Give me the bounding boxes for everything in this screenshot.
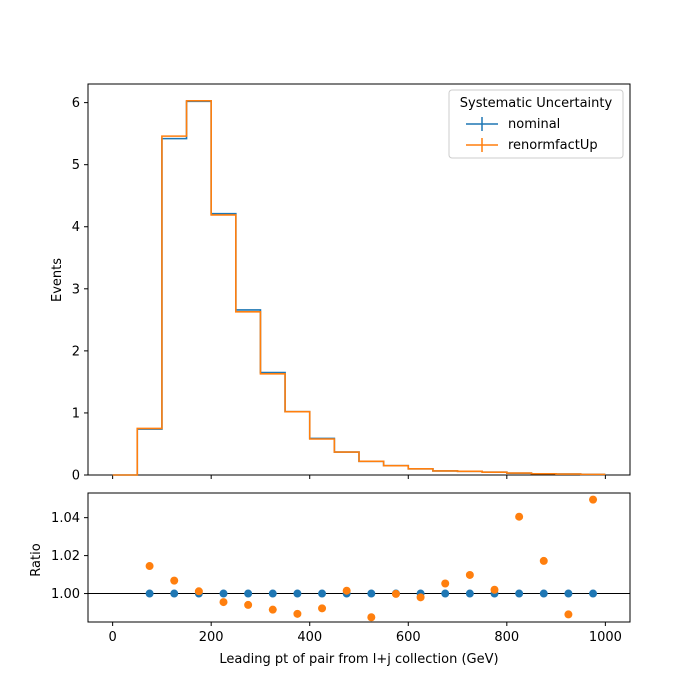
ratio-point-renormfactup xyxy=(219,598,228,607)
ratio-point-renormfactup xyxy=(416,593,425,602)
ratio-x-axis-label: Leading pt of pair from l+j collection (… xyxy=(219,652,498,667)
ratio-x-tick-label: 200 xyxy=(199,630,224,645)
ratio-point-renormfactup xyxy=(391,589,400,598)
ratio-point-renormfactup xyxy=(293,609,302,618)
ratio-point-nominal xyxy=(318,589,327,598)
ratio-point-nominal xyxy=(170,589,179,598)
ratio-y-tick-label: 1.02 xyxy=(51,549,80,564)
ratio-point-renormfactup xyxy=(564,610,573,619)
ratio-y-ticks: 1.00 1.02 1.04 xyxy=(51,511,88,602)
ratio-point-nominal xyxy=(145,589,154,598)
ratio-point-renormfactup xyxy=(441,579,450,588)
legend-title: Systematic Uncertainty xyxy=(460,96,613,111)
ratio-x-tick-label: 1000 xyxy=(589,630,622,645)
ratio-point-nominal xyxy=(564,589,573,598)
legend-box xyxy=(448,89,624,159)
ratio-point-renormfactup xyxy=(490,585,499,594)
ratio-point-renormfactup xyxy=(539,556,548,565)
ratio-point-nominal xyxy=(589,589,598,598)
main-x-ticks xyxy=(112,475,606,479)
legend-label-renormfactup: renormfactUp xyxy=(508,138,598,153)
ratio-y-tick-label: 1.00 xyxy=(51,587,80,602)
ratio-y-axis-label: Ratio xyxy=(29,543,44,576)
ratio-point-nominal xyxy=(539,589,548,598)
ratio-point-renormfactup xyxy=(589,495,598,504)
ratio-y-tick-label: 1.04 xyxy=(51,511,80,526)
ratio-point-renormfactup xyxy=(194,587,203,596)
ratio-point-nominal xyxy=(515,589,524,598)
ratio-point-nominal xyxy=(244,589,253,598)
legend-entry-nominal: nominal xyxy=(466,117,560,132)
main-series xyxy=(112,99,606,476)
main-y-axis-label: Events xyxy=(50,258,65,302)
ratio-point-renormfactup xyxy=(244,600,253,609)
main-y-tick-label: 3 xyxy=(72,282,80,297)
ratio-point-renormfactup xyxy=(145,562,154,571)
main-y-tick-label: 2 xyxy=(72,344,80,359)
ratio-point-nominal xyxy=(293,589,302,598)
ratio-points xyxy=(145,495,598,622)
main-plot-frame xyxy=(87,83,631,476)
main-y-tick-label: 1 xyxy=(72,406,80,421)
main-y-tick-label: 4 xyxy=(72,220,80,235)
ratio-point-nominal xyxy=(367,589,376,598)
ratio-point-renormfactup xyxy=(318,604,327,613)
ratio-point-nominal xyxy=(219,589,228,598)
legend-entry-renormfactup: renormfactUp xyxy=(466,138,598,153)
main-y-tick-label: 0 xyxy=(72,469,80,484)
ratio-point-renormfactup xyxy=(268,605,277,614)
histogram-step-renormfactup xyxy=(112,99,606,476)
ratio-point-nominal xyxy=(465,589,474,598)
ratio-x-tick-label: 600 xyxy=(396,630,421,645)
ratio-point-nominal xyxy=(441,589,450,598)
ratio-x-tick-label: 400 xyxy=(297,630,322,645)
legend: Systematic Uncertainty nominal renormfac… xyxy=(448,89,624,159)
ratio-point-nominal xyxy=(268,589,277,598)
main-y-tick-label: 6 xyxy=(72,96,80,111)
main-panel: 0 1 2 3 4 5 6 Events xyxy=(50,83,631,484)
ratio-point-renormfactup xyxy=(170,576,179,585)
ratio-point-renormfactup xyxy=(465,570,474,579)
main-y-ticks: 0 1 2 3 4 5 6 xyxy=(72,96,88,484)
legend-label-nominal: nominal xyxy=(508,117,560,132)
ratio-x-tick-label: 0 xyxy=(108,630,116,645)
ratio-x-ticks: 0 200 400 600 800 1000 xyxy=(108,622,622,645)
ratio-plot-frame xyxy=(87,492,631,623)
ratio-x-tick-label: 800 xyxy=(494,630,519,645)
ratio-panel: 1.00 1.02 1.04 0 200 400 600 800 1000 Ratio Lea… xyxy=(29,492,631,667)
ratio-point-renormfactup xyxy=(342,586,351,595)
main-y-tick-label: 5 xyxy=(72,158,80,173)
ratio-point-renormfactup xyxy=(515,512,524,521)
ratio-point-renormfactup xyxy=(367,613,376,622)
